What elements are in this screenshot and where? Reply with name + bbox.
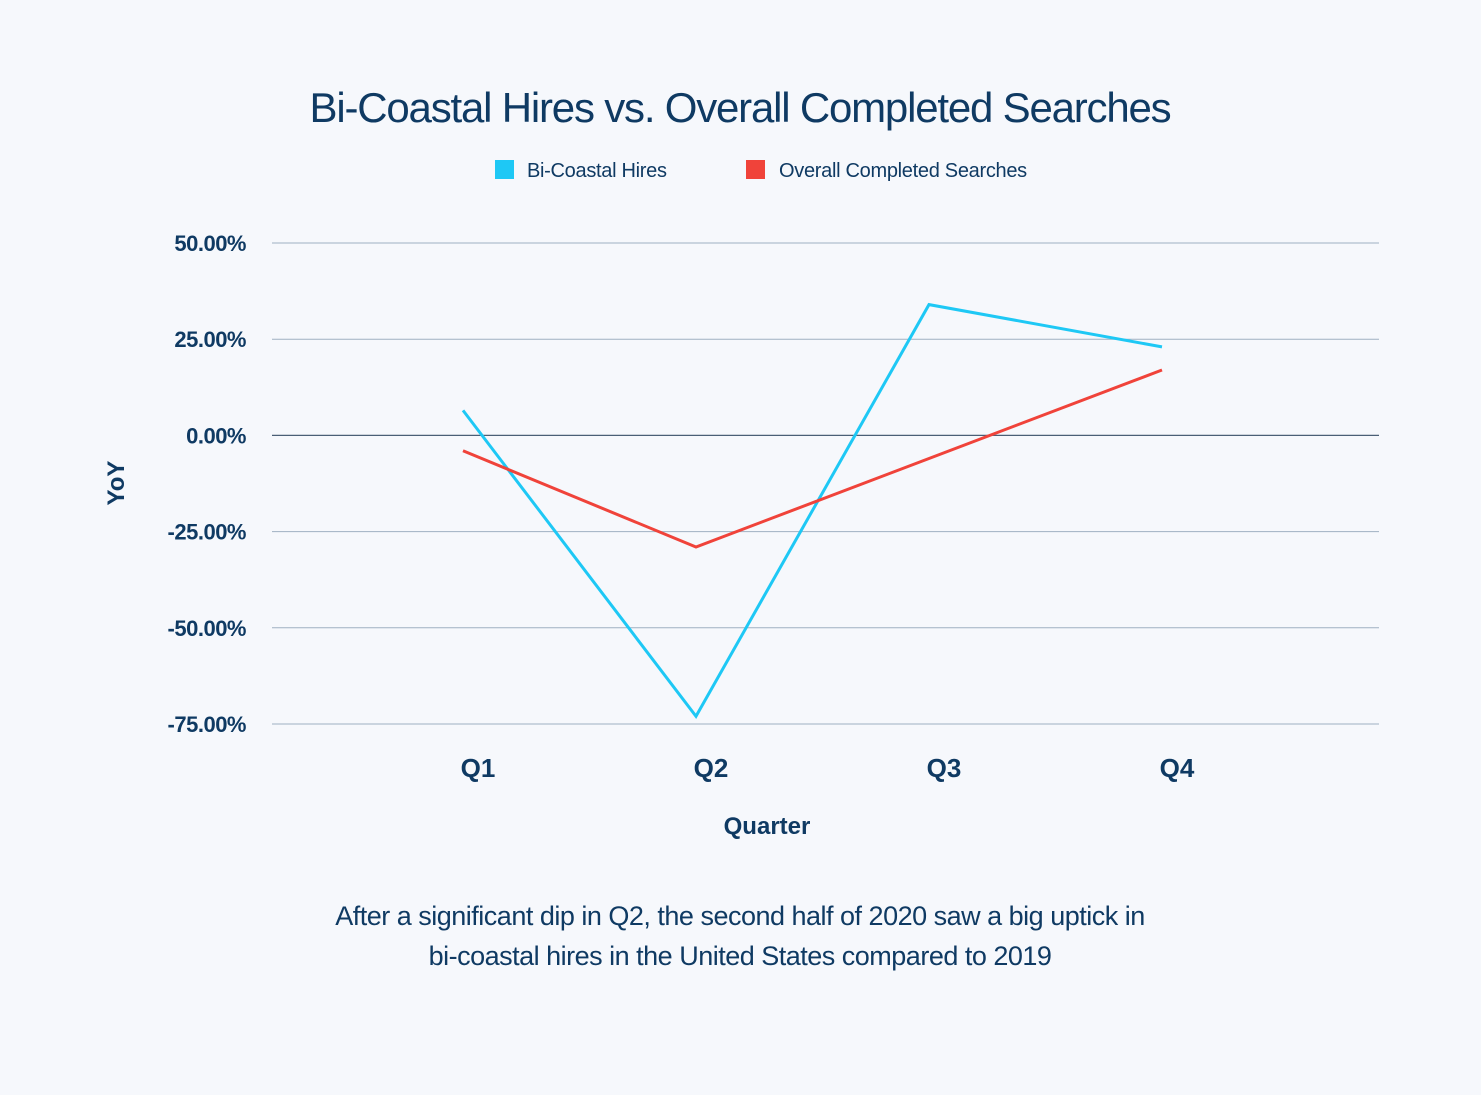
legend: Bi-Coastal Hires Overall Completed Searc…	[495, 160, 1027, 182]
legend-label-bi-coastal-hires: Bi-Coastal Hires	[527, 160, 667, 182]
caption-line-2: bi-coastal hires in the United States co…	[428, 941, 1052, 971]
x-axis-ticks: Q1 Q2 Q3 Q4	[461, 753, 1195, 783]
line-chart: Bi-Coastal Hires vs. Overall Completed S…	[103, 84, 1379, 840]
x-tick-label: Q2	[694, 753, 729, 783]
y-tick-label: 25.00%	[174, 327, 246, 352]
x-tick-label: Q4	[1160, 753, 1195, 783]
series-line-overall-completed-searches	[462, 368, 1163, 549]
y-tick-label: 0.00%	[186, 423, 246, 448]
legend-label-overall-completed-searches: Overall Completed Searches	[779, 160, 1027, 182]
chart-caption: After a significant dip in Q2, the secon…	[240, 896, 1240, 976]
y-tick-label: -75.00%	[168, 712, 246, 737]
y-tick-label: -50.00%	[168, 616, 246, 641]
x-tick-label: Q1	[461, 753, 496, 783]
series-lines	[461, 302, 1163, 720]
series-line-bi-coastal-hires	[461, 302, 1163, 720]
y-axis-label: YoY	[103, 461, 130, 506]
x-axis-label: Quarter	[724, 813, 811, 840]
y-axis-ticks: 50.00% 25.00% 0.00% -25.00% -50.00% -75.00%	[168, 231, 247, 737]
x-tick-label: Q3	[927, 753, 962, 783]
y-tick-label: -25.00%	[168, 520, 246, 545]
chart-title: Bi-Coastal Hires vs. Overall Completed S…	[310, 84, 1171, 131]
y-tick-label: 50.00%	[174, 231, 246, 256]
legend-swatch-bi-coastal-hires	[495, 160, 514, 179]
caption-line-1: After a significant dip in Q2, the secon…	[335, 901, 1145, 931]
legend-swatch-overall-completed-searches	[746, 160, 765, 179]
gridlines	[272, 242, 1379, 725]
